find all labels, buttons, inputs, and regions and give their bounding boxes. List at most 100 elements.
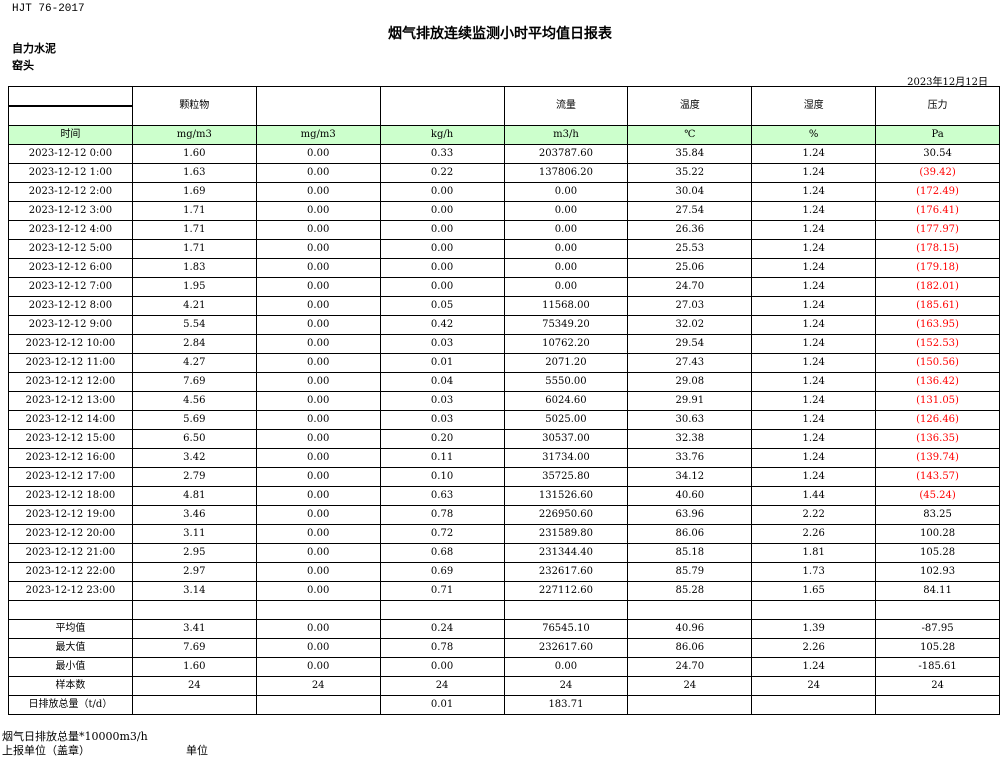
table-cell: 0.00	[503, 277, 629, 297]
table-cell: 1.24	[751, 315, 877, 335]
table-cell: kg/h	[379, 125, 505, 145]
table-cell: 0.00	[503, 657, 629, 677]
table-cell: 1.24	[751, 448, 877, 468]
table-row: 2023-12-12 6:00 1.83 0.00 0.00 0.00 25.06 1.24…	[8, 258, 1000, 278]
table-cell: 1.60	[131, 144, 257, 164]
table-cell: 86.06	[627, 638, 753, 658]
table-cell: 11568.00	[503, 296, 629, 316]
table-cell: 24.70	[627, 657, 753, 677]
table-cell: 0.03	[379, 334, 505, 354]
table-cell	[8, 105, 133, 126]
table-cell: 0.20	[379, 429, 505, 449]
table-row: 2023-12-12 18:00 4.81 0.00 0.63 131526.60 40.…	[8, 486, 1000, 506]
table-cell: 24	[751, 676, 877, 696]
table-cell: 32.38	[627, 429, 753, 449]
table-cell: 0.00	[255, 429, 381, 449]
table-cell: 1.24	[751, 467, 877, 487]
table-cell: (178.15)	[875, 239, 1000, 259]
table-cell: ℃	[627, 125, 753, 145]
table-cell	[751, 695, 877, 715]
table-cell: 2023-12-12 13:00	[8, 391, 133, 411]
table-cell: 85.79	[627, 562, 753, 582]
table-cell: 5.69	[131, 410, 257, 430]
table-cell: (150.56)	[875, 353, 1000, 373]
table-cell: 6024.60	[503, 391, 629, 411]
footer-note: 烟气日排放总量*10000m3/h	[2, 730, 148, 743]
table-cell: 1.24	[751, 182, 877, 202]
table-row: 2023-12-12 23:00 3.14 0.00 0.71 227112.60 85.…	[8, 581, 1000, 601]
table-cell: 24	[503, 676, 629, 696]
table-cell: 29.54	[627, 334, 753, 354]
table-row: 2023-12-12 11:00 4.27 0.00 0.01 2071.20 27.43…	[8, 353, 1000, 373]
table-row: 2023-12-12 22:00 2.97 0.00 0.69 232617.60 85.…	[8, 562, 1000, 582]
table-cell: (177.97)	[875, 220, 1000, 240]
table-cell: 75349.20	[503, 315, 629, 335]
table-cell	[131, 695, 257, 715]
table-cell: 0.00	[255, 391, 381, 411]
table-cell: 0.00	[503, 239, 629, 259]
table-row: 2023-12-12 5:00 1.71 0.00 0.00 0.00 25.53 1.24…	[8, 239, 1000, 259]
table-cell: 0.00	[255, 277, 381, 297]
table-cell: 25.53	[627, 239, 753, 259]
table-cell: 2023-12-12 17:00	[8, 467, 133, 487]
table-cell	[8, 86, 133, 107]
table-cell: 1.83	[131, 258, 257, 278]
table-cell: 0.78	[379, 505, 505, 525]
table-cell: 40.60	[627, 486, 753, 506]
table-cell: 0.00	[255, 410, 381, 430]
table-cell: 27.03	[627, 296, 753, 316]
table-cell: 0.00	[255, 543, 381, 563]
table-cell: 2.97	[131, 562, 257, 582]
table-cell: 4.81	[131, 486, 257, 506]
table-cell: 3.46	[131, 505, 257, 525]
table-cell: 1.24	[751, 296, 877, 316]
table-cell: 温度	[627, 86, 753, 126]
table-cell: 0.00	[255, 182, 381, 202]
table-cell: 0.00	[379, 657, 505, 677]
table-cell: 2.26	[751, 524, 877, 544]
table-cell: 2023-12-12 2:00	[8, 182, 133, 202]
table-cell: 0.05	[379, 296, 505, 316]
table-cell: 1.24	[751, 353, 877, 373]
table-cell: 0.24	[379, 619, 505, 639]
table-cell: (172.49)	[875, 182, 1000, 202]
table-cell: 102.93	[875, 562, 1000, 582]
table-cell: 1.73	[751, 562, 877, 582]
table-cell: 0.01	[379, 353, 505, 373]
table-cell: m3/h	[503, 125, 629, 145]
table-cell: 40.96	[627, 619, 753, 639]
table-cell: 0.68	[379, 543, 505, 563]
table-cell: 27.54	[627, 201, 753, 221]
table-cell: 1.24	[751, 372, 877, 392]
table-cell: 0.00	[255, 638, 381, 658]
table-cell: 2.79	[131, 467, 257, 487]
table-cell: 2071.20	[503, 353, 629, 373]
table-row: 2023-12-12 21:00 2.95 0.00 0.68 231344.40 85.…	[8, 543, 1000, 563]
table-cell: 30.04	[627, 182, 753, 202]
table-cell: %	[751, 125, 877, 145]
table-cell: 0.71	[379, 581, 505, 601]
table-cell: 226950.60	[503, 505, 629, 525]
table-row: 2023-12-12 14:00 5.69 0.00 0.03 5025.00 30.63…	[8, 410, 1000, 430]
table-cell: 2023-12-12 1:00	[8, 163, 133, 183]
table-cell: 35725.80	[503, 467, 629, 487]
table-cell: 24	[255, 676, 381, 696]
table-cell	[875, 600, 1000, 620]
table-cell: 2023-12-12 12:00	[8, 372, 133, 392]
table-cell	[255, 695, 381, 715]
table-cell: 0.03	[379, 410, 505, 430]
table-row: 2023-12-12 17:00 2.79 0.00 0.10 35725.80 34.1…	[8, 467, 1000, 487]
table-cell: 0.00	[379, 258, 505, 278]
table-cell: 85.18	[627, 543, 753, 563]
table-cell: 30537.00	[503, 429, 629, 449]
table-cell: 流量	[503, 86, 629, 126]
table-cell: 2.95	[131, 543, 257, 563]
table-cell: mg/m3	[131, 125, 257, 145]
table-cell: 1.24	[751, 144, 877, 164]
table-cell: 0.04	[379, 372, 505, 392]
table-cell: (182.01)	[875, 277, 1000, 297]
table-cell: 2023-12-12 19:00	[8, 505, 133, 525]
table-cell: 0.00	[255, 296, 381, 316]
header-row: 颗粒物 流量 温度 湿度 压力	[8, 86, 1000, 126]
table-cell: 2023-12-12 23:00	[8, 581, 133, 601]
